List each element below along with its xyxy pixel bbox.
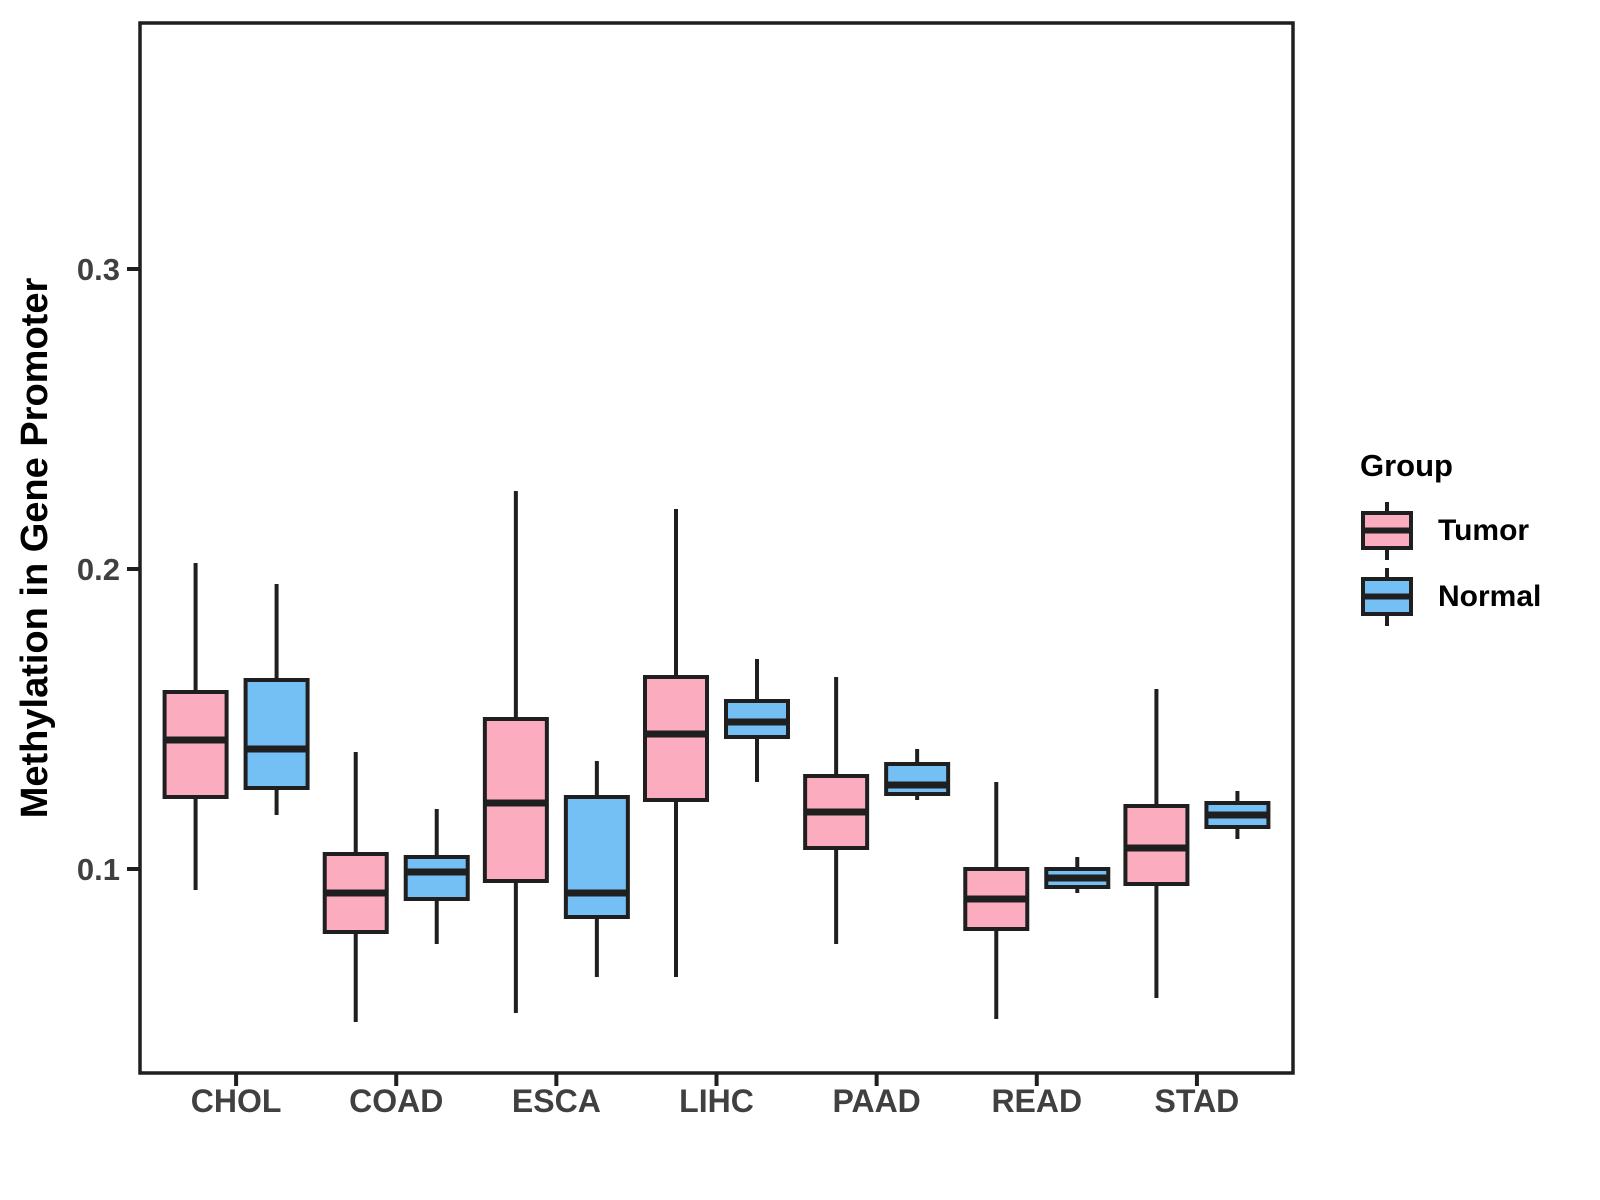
legend-item-tumor: Tumor xyxy=(1360,502,1590,560)
x-tick-label-chol: CHOL xyxy=(191,1083,282,1119)
boxplot-esca-normal xyxy=(563,761,630,977)
x-tick-label-lihc: LIHC xyxy=(679,1083,754,1119)
tumor-boxplot-key-icon xyxy=(1361,502,1413,560)
normal-boxplot-key-icon xyxy=(1361,568,1413,626)
iqr-box xyxy=(403,855,470,901)
boxplot-lihc-normal xyxy=(724,659,790,782)
y-tick-label: 0.2 xyxy=(77,552,120,587)
x-tick-label-read: READ xyxy=(991,1083,1082,1119)
boxplot-chol-tumor xyxy=(162,563,229,890)
iqr-box xyxy=(243,678,310,790)
boxplots xyxy=(162,491,1271,1022)
x-tick-label-coad: COAD xyxy=(349,1083,443,1119)
boxplot-esca-tumor xyxy=(482,491,549,1013)
boxplot-coad-normal xyxy=(403,809,470,944)
boxplot-read-tumor xyxy=(963,782,1030,1019)
boxplot-read-normal xyxy=(1044,857,1111,893)
axes: 0.1 0.2 0.3 CHOL COAD ESCA LIHC PAAD READ STAD xyxy=(77,252,1239,1119)
boxplot-paad-normal xyxy=(884,749,951,800)
iqr-box xyxy=(884,762,951,796)
boxplot-chol-normal xyxy=(243,584,310,815)
boxplot-lihc-tumor xyxy=(643,509,709,977)
y-axis-title: Methylation in Gene Promoter xyxy=(14,278,56,819)
legend-label-normal: Normal xyxy=(1438,580,1542,613)
x-tick-label-esca: ESCA xyxy=(512,1083,601,1119)
legend-item-normal: Normal xyxy=(1360,568,1590,626)
boxplot-stad-tumor xyxy=(1123,689,1190,998)
x-tick-label-stad: STAD xyxy=(1155,1083,1240,1119)
y-tick-label: 0.1 xyxy=(77,852,120,887)
iqr-box xyxy=(643,675,709,802)
iqr-box xyxy=(563,795,630,919)
legend-title: Group xyxy=(1360,448,1453,483)
legend-label-tumor: Tumor xyxy=(1438,514,1530,547)
iqr-box xyxy=(162,690,229,799)
boxplot-stad-normal xyxy=(1204,791,1271,839)
panel-border xyxy=(138,21,1295,1075)
y-tick-label: 0.3 xyxy=(77,252,120,287)
x-tick-label-paad: PAAD xyxy=(832,1083,920,1119)
boxplot-coad-tumor xyxy=(322,752,389,1022)
boxplot-paad-tumor xyxy=(803,677,870,944)
legend: Group Tumor Normal xyxy=(1360,448,1590,634)
